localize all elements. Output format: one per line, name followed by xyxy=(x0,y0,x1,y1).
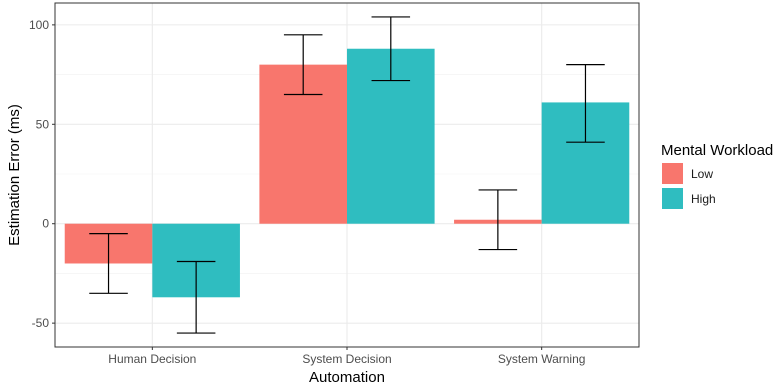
legend-title: Mental Workload xyxy=(661,142,773,159)
x-tick-label: Human Decision xyxy=(108,352,196,366)
error-bar-low-0 xyxy=(89,233,128,294)
x-tick-label: System Decision xyxy=(302,352,391,366)
legend-swatch xyxy=(662,163,683,184)
y-axis-ticks: -50 0 50 100 xyxy=(29,18,55,330)
error-bar-high-2 xyxy=(566,64,605,143)
error-bar-high-0 xyxy=(176,260,216,334)
y-tick-label: 0 xyxy=(42,217,49,231)
legend-item-high: High xyxy=(662,188,716,209)
legend-label: Low xyxy=(691,167,713,181)
legend-item-low: Low xyxy=(662,163,713,184)
legend-items: Low High xyxy=(662,163,716,209)
error-bar-high-1 xyxy=(371,16,411,82)
legend-swatch xyxy=(662,188,683,209)
error-bar-low-2 xyxy=(478,189,518,251)
x-axis-ticks: Human Decision System Decision System Warn… xyxy=(108,347,585,366)
y-tick-label: 50 xyxy=(36,117,50,131)
y-axis-title: Estimation Error (ms) xyxy=(6,104,23,246)
legend: Mental Workload Low High xyxy=(661,142,773,209)
y-tick-label: -50 xyxy=(32,316,50,330)
x-axis-title: Automation xyxy=(309,369,385,386)
error-bars xyxy=(89,16,605,334)
y-tick-label: 100 xyxy=(29,18,49,32)
error-bar-low-1 xyxy=(283,34,323,96)
legend-label: High xyxy=(691,192,716,206)
x-tick-label: System Warning xyxy=(498,352,586,366)
bars xyxy=(64,48,630,298)
